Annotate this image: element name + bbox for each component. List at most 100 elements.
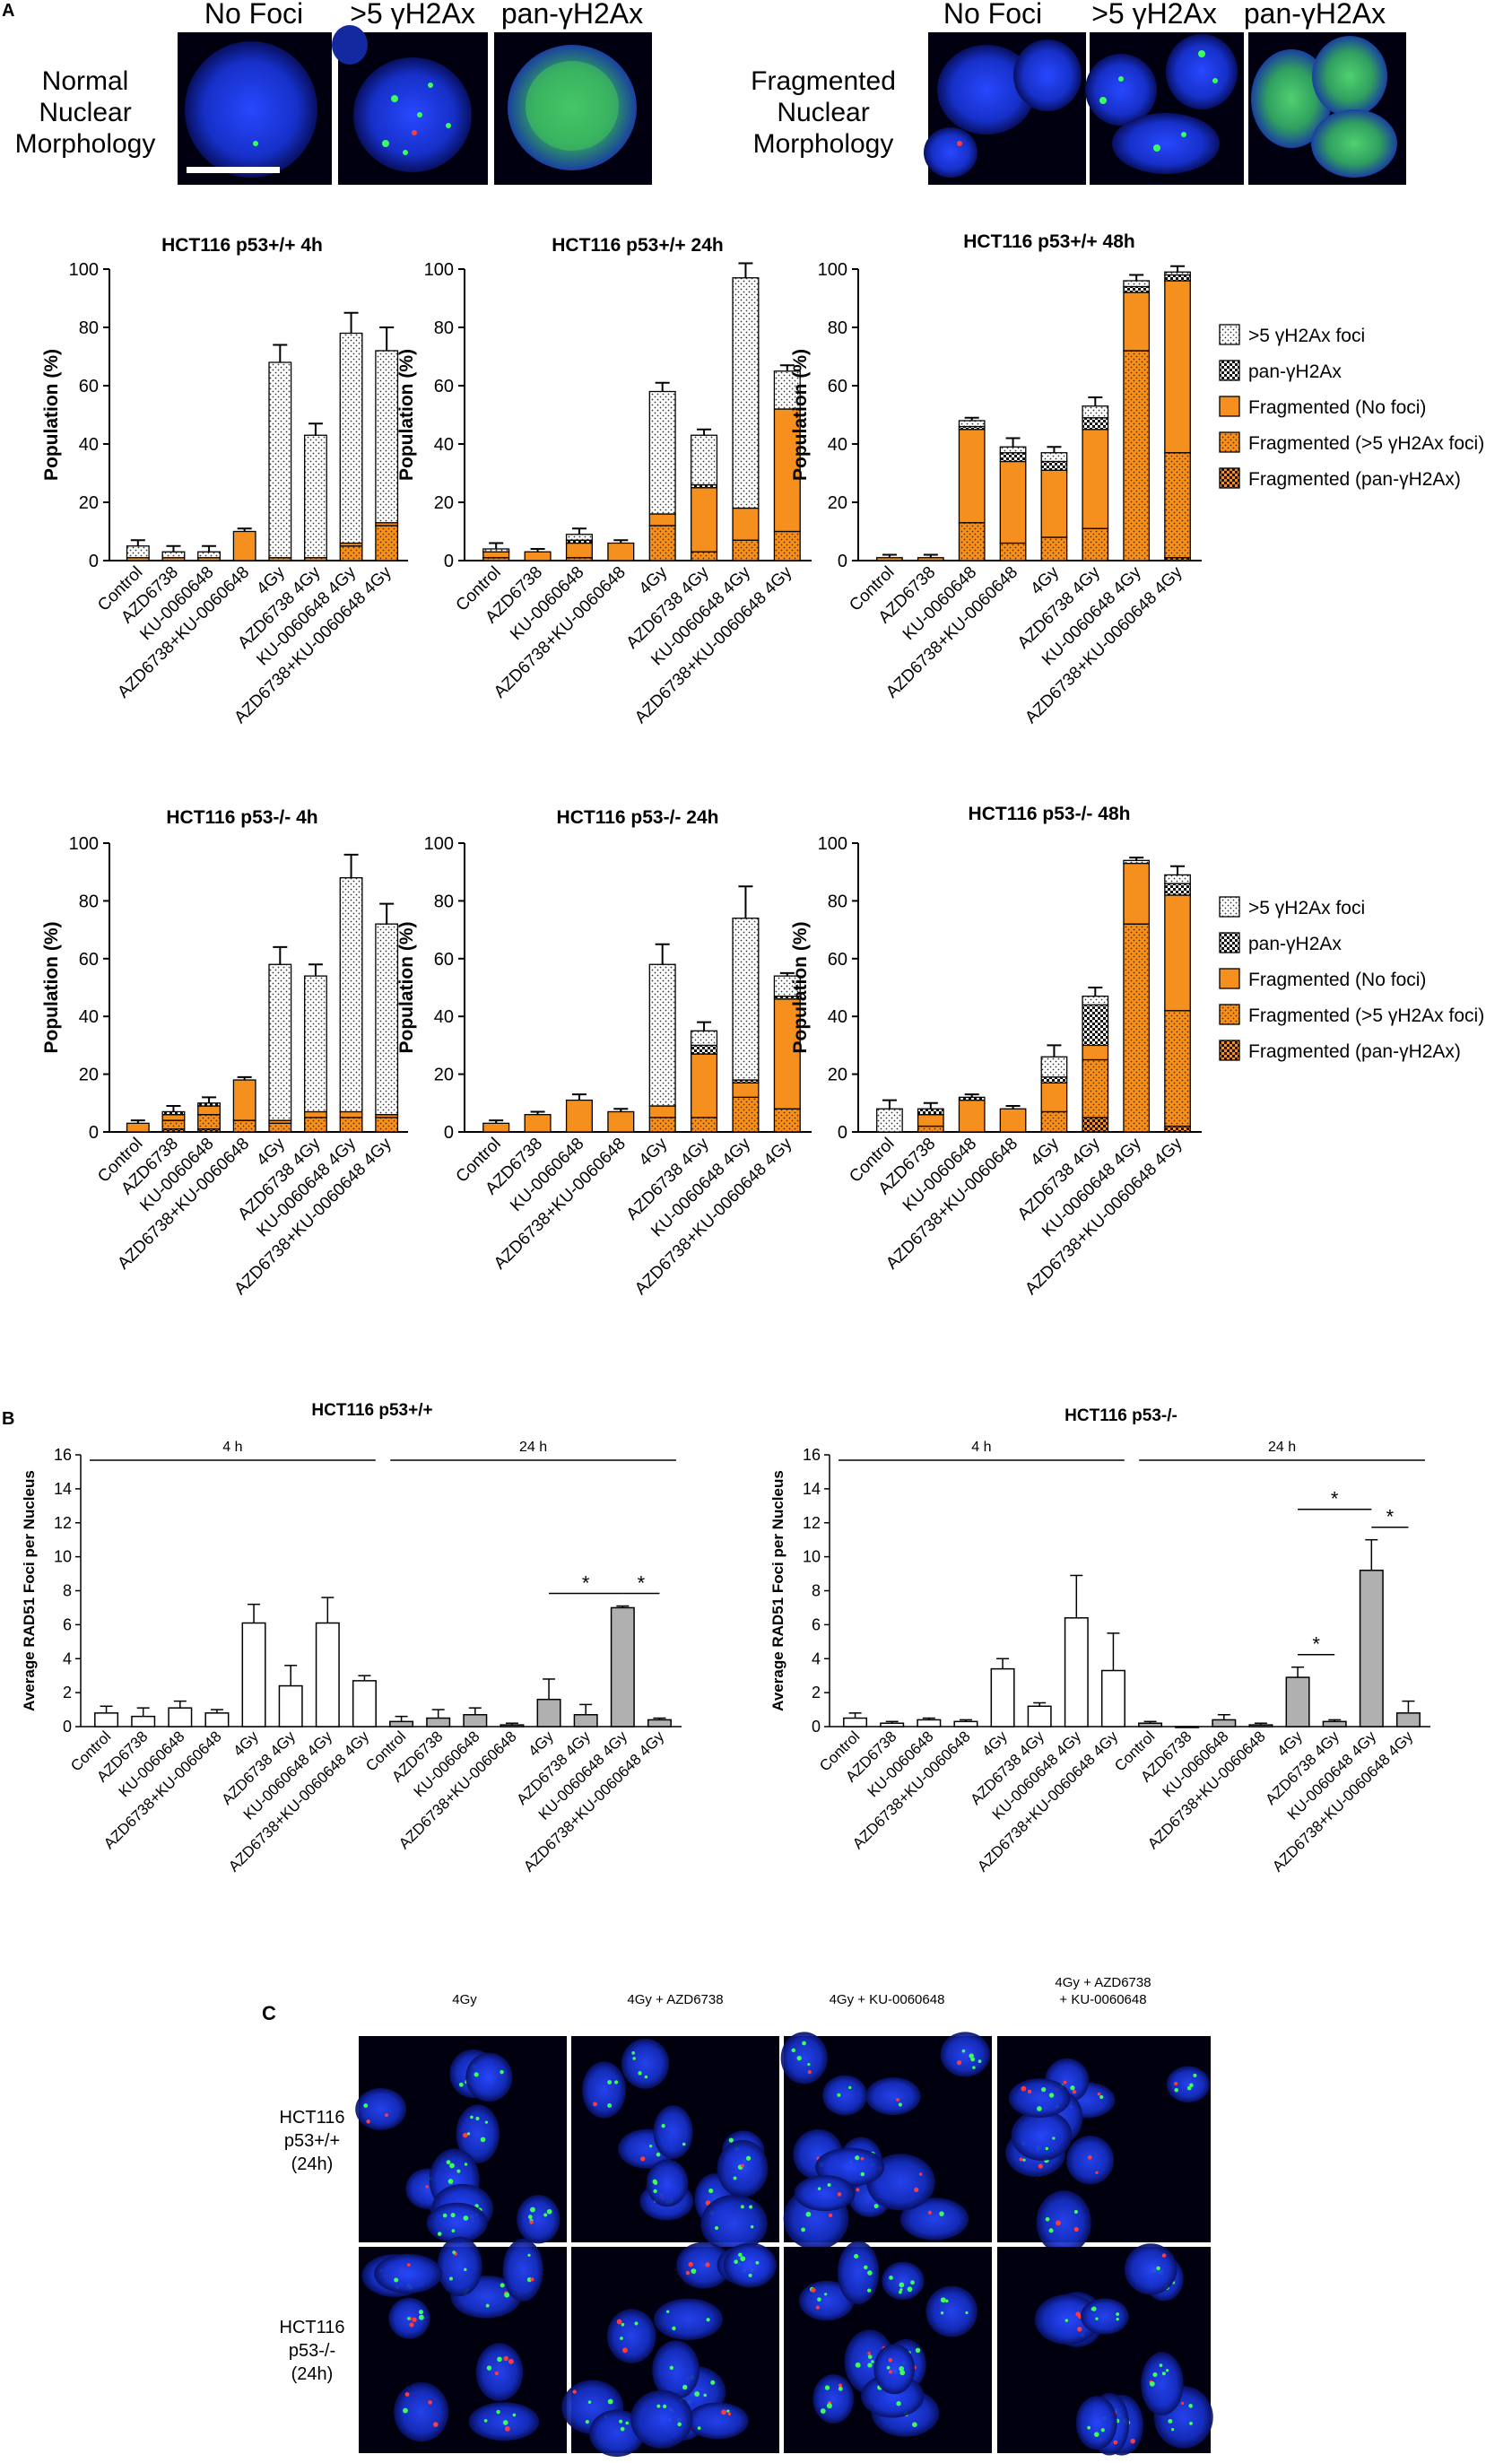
nucleus (630, 2389, 693, 2449)
focus (837, 2093, 841, 2097)
bar-segment (648, 525, 676, 561)
y-tick-label: 20 (79, 493, 99, 513)
bar-segment (999, 460, 1027, 544)
bar-segment (375, 1117, 399, 1133)
focus (864, 2265, 868, 2270)
y-tick-label: 2 (63, 1684, 72, 1701)
bar-segment (339, 545, 363, 561)
bar-segment (126, 1122, 150, 1133)
bar (917, 1719, 942, 1728)
bar (204, 1712, 230, 1728)
y-tick-label: 100 (424, 834, 454, 854)
y-tick-label: 60 (828, 377, 847, 396)
fragmented-morphology-group: Fragmented Nuclear Morphology No Foci >5… (751, 0, 1406, 185)
micrograph-tile (997, 2036, 1211, 2255)
focus (978, 2059, 982, 2064)
focus (1156, 2266, 1160, 2271)
focus (867, 2270, 873, 2276)
bar-segment (648, 390, 676, 515)
focus (1027, 2089, 1032, 2094)
focus (1052, 2137, 1056, 2140)
nucleus (374, 2253, 442, 2293)
legend-swatch (1219, 324, 1240, 345)
bar (990, 1667, 1015, 1728)
focus (828, 2213, 833, 2218)
x-tick-label: 4Gy (1273, 1728, 1306, 1760)
bar-segment (375, 525, 399, 561)
nucleus (465, 2052, 513, 2102)
focus (527, 2215, 533, 2220)
bar (131, 1715, 156, 1728)
focus (1045, 2216, 1050, 2222)
nucleus (837, 2241, 880, 2305)
bar-segment (1082, 1058, 1109, 1118)
nucleus (456, 2104, 500, 2163)
bar-segment (691, 551, 718, 561)
y-tick-label: 0 (89, 1123, 99, 1143)
focus (442, 2213, 448, 2218)
focus (749, 2205, 753, 2209)
focus (529, 2206, 535, 2213)
y-tick-label: 8 (812, 1582, 821, 1600)
y-tick-label: 80 (434, 892, 454, 911)
bar-segment (999, 452, 1027, 463)
row-label-line: p53-/- (289, 2341, 335, 2361)
bar-segment (1123, 285, 1151, 293)
bar-segment (339, 1110, 363, 1118)
y-tick-label: 6 (812, 1615, 821, 1633)
bar-segment (876, 1108, 903, 1133)
nucleus (780, 2032, 828, 2084)
legend-swatch (1219, 396, 1240, 417)
focus (529, 2220, 534, 2224)
focus (496, 2409, 500, 2415)
focus (817, 2297, 821, 2302)
nucleus (502, 2238, 543, 2302)
focus (631, 2051, 635, 2055)
bar-segment (773, 1108, 801, 1133)
bar-segment (648, 1105, 676, 1118)
focus (1170, 2428, 1175, 2432)
bar (573, 1713, 598, 1728)
y-tick-label: 0 (63, 1718, 72, 1736)
focus (677, 2422, 682, 2427)
bar-segment (1040, 536, 1068, 561)
bar-segment (1040, 1082, 1068, 1113)
focus (1022, 2158, 1026, 2162)
focus (656, 2404, 661, 2408)
focus (867, 2363, 873, 2368)
bar-segment (339, 332, 363, 544)
focus (807, 2062, 811, 2067)
y-tick-label: 4 (63, 1649, 72, 1667)
nucleus (1141, 2352, 1184, 2415)
bar-segment (1082, 405, 1109, 419)
stacked-chart: HCT116 p53+/+ 24h 0 20 40 60 80 100 Population … (396, 235, 812, 727)
y-tick-label: 40 (79, 435, 99, 455)
legend-label: pan-γH2Ax (1248, 361, 1342, 382)
focus (407, 2317, 411, 2320)
focus (494, 2371, 500, 2376)
bar-segment (1040, 1076, 1068, 1084)
focus (452, 2250, 456, 2254)
focus (587, 2400, 592, 2404)
focus (755, 2260, 760, 2265)
image-header: pan-γH2Ax (1244, 0, 1386, 30)
x-tick-label: 4Gy (636, 1134, 672, 1170)
y-tick-label: 12 (54, 1514, 72, 1532)
focus (1037, 2106, 1042, 2111)
legend-swatch (1219, 431, 1240, 453)
bar (1322, 1720, 1347, 1728)
bar-segment (958, 522, 986, 561)
focus (1077, 2327, 1082, 2332)
focus (1073, 2226, 1079, 2232)
bar-segment (304, 975, 327, 1113)
focus (802, 2041, 806, 2046)
focus (620, 2426, 625, 2432)
focus (406, 2263, 411, 2267)
y-tick-label: 4 (812, 1649, 821, 1667)
focus (738, 2252, 743, 2258)
focus (653, 2180, 658, 2185)
stacked-chart: HCT116 p53-/- 24h 0 20 40 60 80 100 Population … (396, 807, 812, 1299)
significance-marker: * (1312, 1633, 1320, 1656)
focus (944, 2299, 949, 2303)
y-axis-label: Average RAD51 Foci per Nucleus (21, 1470, 38, 1711)
